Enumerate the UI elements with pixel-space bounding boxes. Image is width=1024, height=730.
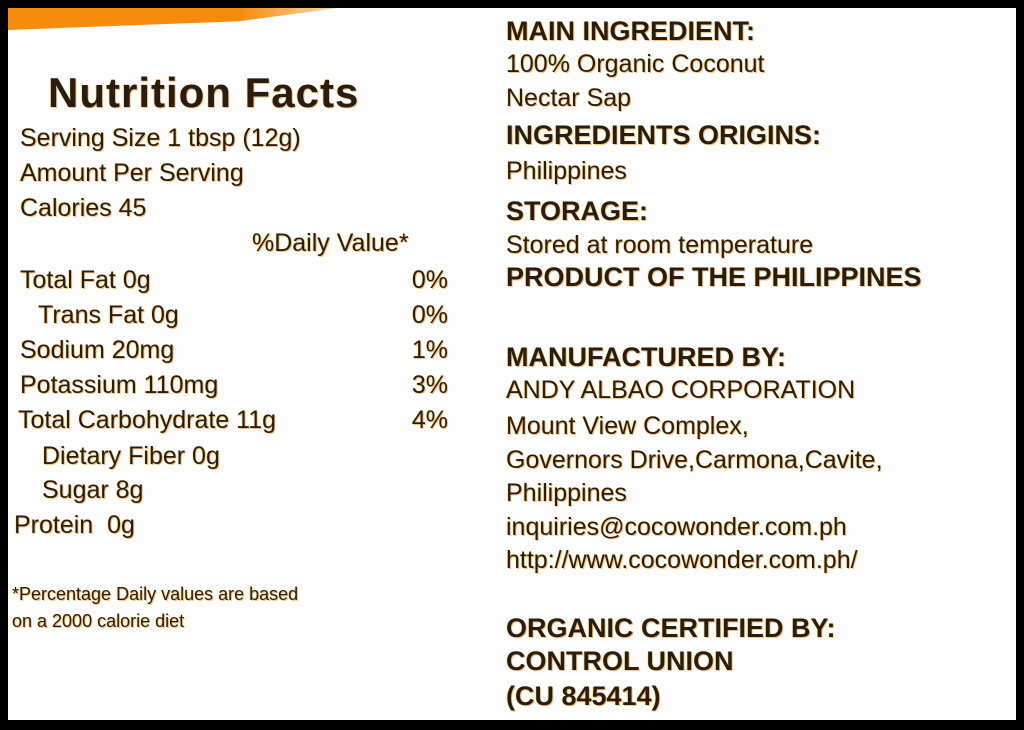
origins-heading: INGREDIENTS ORIGINS: — [506, 120, 822, 150]
main-ingredient-heading: MAIN INGREDIENT: — [506, 16, 755, 46]
email: inquiries@cocowonder.com.ph — [506, 513, 847, 541]
nutrition-title: Nutrition Facts — [48, 69, 360, 116]
origins: Philippines — [506, 157, 627, 185]
nutrient-row-label: Total Carbohydrate 11g — [18, 406, 277, 434]
amount-per-serving: Amount Per Serving — [20, 159, 244, 187]
address-line-2: Governors Drive,Carmona,Cavite, — [506, 446, 883, 474]
manufacturer: ANDY ALBAO CORPORATION — [506, 376, 856, 404]
nutrient-row-label: Trans Fat 0g — [38, 301, 179, 329]
main-ingredient-line-1: 100% Organic Coconut — [506, 50, 765, 78]
nutrient-row-label: Sodium 20mg — [20, 336, 175, 364]
manufacturer-heading: MANUFACTURED BY: — [506, 342, 786, 372]
nutrient-row-dv: 0% — [411, 301, 448, 329]
website: http://www.cocowonder.com.ph/ — [506, 546, 858, 574]
storage-heading: STORAGE: — [506, 196, 649, 226]
certifier-code: (CU 845414) — [506, 681, 661, 711]
nutrient-row-label: Total Fat 0g — [20, 266, 151, 294]
nutrient-row-dv: 3% — [411, 371, 448, 399]
nutrient-row-dv: 0% — [411, 266, 448, 294]
serving-size: Serving Size 1 tbsp (12g) — [20, 124, 301, 152]
nutrient-row-label: Potassium 110mg — [20, 371, 219, 399]
calories: Calories 45 — [20, 194, 147, 222]
nutrient-row-label: Sugar 8g — [42, 476, 144, 504]
storage: Stored at room temperature — [506, 231, 814, 259]
product-of: PRODUCT OF THE PHILIPPINES — [506, 262, 922, 292]
footnote-line-1: *Percentage Daily values are based — [12, 584, 299, 604]
nutrient-row-label: Protein 0g — [14, 511, 135, 539]
nutrient-row-dv: 4% — [411, 406, 448, 434]
product-label: Nutrition Facts Serving Size 1 tbsp (12g… — [8, 8, 1016, 720]
certifier: CONTROL UNION — [506, 646, 734, 676]
main-ingredient-line-2: Nectar Sap — [506, 84, 632, 112]
footnote-line-2: on a 2000 calorie diet — [12, 611, 185, 631]
orange-stripe — [8, 8, 338, 30]
nutrient-row-dv: 1% — [411, 336, 448, 364]
address-line-3: Philippines — [506, 479, 627, 507]
certified-heading: ORGANIC CERTIFIED BY: — [506, 613, 836, 643]
nutrient-row-label: Dietary Fiber 0g — [42, 442, 220, 470]
daily-value-header: %Daily Value* — [252, 229, 409, 257]
address-line-1: Mount View Complex, — [506, 412, 749, 440]
